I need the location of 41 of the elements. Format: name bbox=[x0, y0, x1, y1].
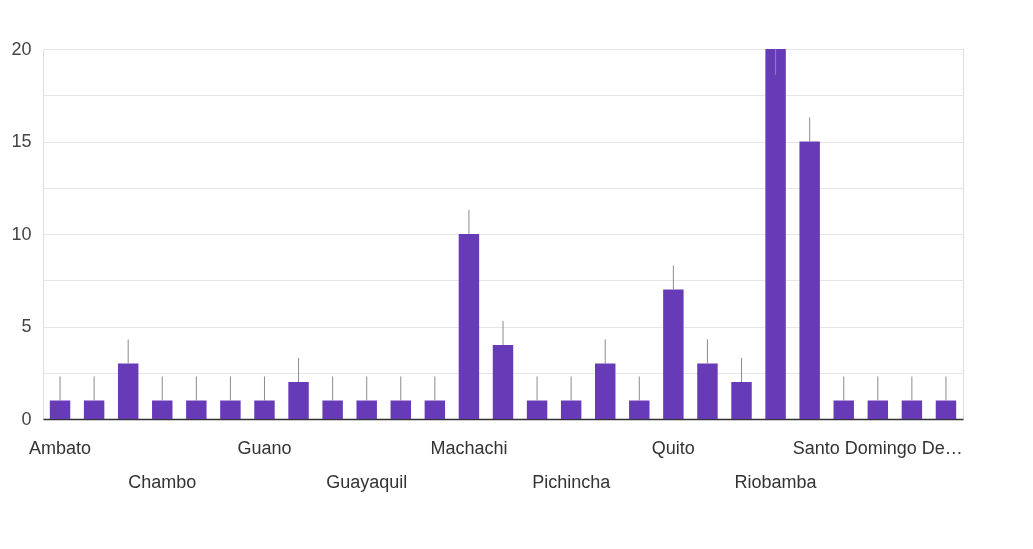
bar bbox=[152, 400, 173, 419]
x-tick-label: Santo Domingo De… bbox=[792, 438, 963, 458]
x-tick-label: Riobamba bbox=[734, 472, 818, 492]
bar bbox=[867, 400, 889, 419]
bar bbox=[322, 400, 343, 419]
x-tick-label: Machachi bbox=[430, 438, 508, 458]
bar bbox=[356, 400, 377, 419]
bar bbox=[935, 400, 957, 419]
bar bbox=[731, 382, 752, 419]
x-tick-label: Guayaquil bbox=[326, 472, 408, 492]
bar bbox=[288, 382, 309, 419]
bar bbox=[220, 400, 241, 419]
bar bbox=[254, 400, 275, 419]
bar bbox=[492, 345, 514, 419]
bar bbox=[629, 400, 650, 419]
x-tick-label: Quito bbox=[651, 438, 695, 458]
x-tick-label: Chambo bbox=[128, 472, 197, 492]
x-tick-label: Pichincha bbox=[532, 472, 612, 492]
bar bbox=[765, 49, 786, 419]
x-tick-label: Guano bbox=[237, 438, 292, 458]
y-tick-label: 20 bbox=[11, 38, 32, 59]
bar bbox=[526, 400, 548, 419]
bar bbox=[458, 234, 480, 419]
bar bbox=[117, 363, 139, 419]
bar bbox=[833, 400, 854, 419]
y-tick-label: 10 bbox=[11, 223, 32, 244]
bar bbox=[424, 400, 446, 419]
y-tick-label: 5 bbox=[21, 316, 32, 336]
bar bbox=[49, 400, 71, 419]
bar bbox=[560, 400, 582, 419]
y-tick-label: 15 bbox=[11, 131, 32, 151]
bar bbox=[186, 400, 207, 419]
bar bbox=[663, 289, 684, 419]
x-tick-label: Ambato bbox=[29, 438, 92, 458]
y-tick-label: 0 bbox=[21, 408, 32, 429]
bar bbox=[83, 400, 105, 419]
bar bbox=[901, 400, 923, 419]
bar bbox=[799, 141, 820, 419]
bar bbox=[697, 363, 718, 419]
bar bbox=[390, 400, 411, 419]
bar bbox=[595, 363, 616, 419]
